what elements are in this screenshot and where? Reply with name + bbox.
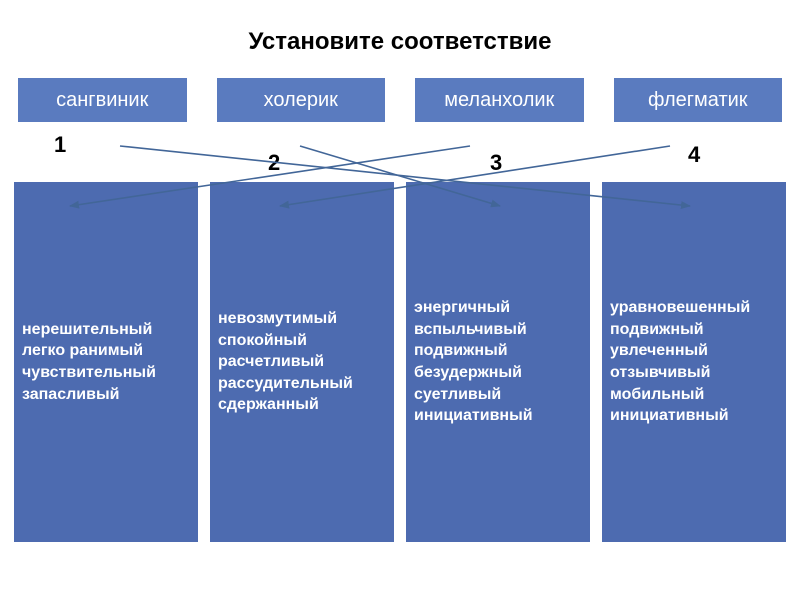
temperament-row: сангвиник холерик меланхолик флегматик — [0, 78, 800, 122]
temperament-melancholic: меланхолик — [415, 78, 584, 122]
trait-column-4: уравновешенный подвижный увлеченный отзы… — [602, 182, 786, 542]
temperament-phlegmatic: флегматик — [614, 78, 783, 122]
column-number-4: 4 — [688, 142, 700, 168]
trait-text-2: невозмутимый спокойный расчетливый рассу… — [218, 308, 386, 416]
page-title: Установите соответствие — [0, 0, 800, 78]
trait-text-3: энергичный вспыльчивый подвижный безудер… — [414, 297, 582, 427]
trait-text-4: уравновешенный подвижный увлеченный отзы… — [610, 297, 778, 427]
column-number-1: 1 — [54, 132, 66, 158]
column-number-2: 2 — [268, 150, 280, 176]
temperament-sanguine: сангвиник — [18, 78, 187, 122]
trait-column-3: энергичный вспыльчивый подвижный безудер… — [406, 182, 590, 542]
number-row: 1 2 3 4 — [0, 122, 800, 182]
trait-text-1: нерешительный легко ранимый чувствительн… — [22, 319, 190, 405]
temperament-choleric: холерик — [217, 78, 386, 122]
trait-columns: нерешительный легко ранимый чувствительн… — [0, 182, 800, 542]
trait-column-2: невозмутимый спокойный расчетливый рассу… — [210, 182, 394, 542]
column-number-3: 3 — [490, 150, 502, 176]
trait-column-1: нерешительный легко ранимый чувствительн… — [14, 182, 198, 542]
